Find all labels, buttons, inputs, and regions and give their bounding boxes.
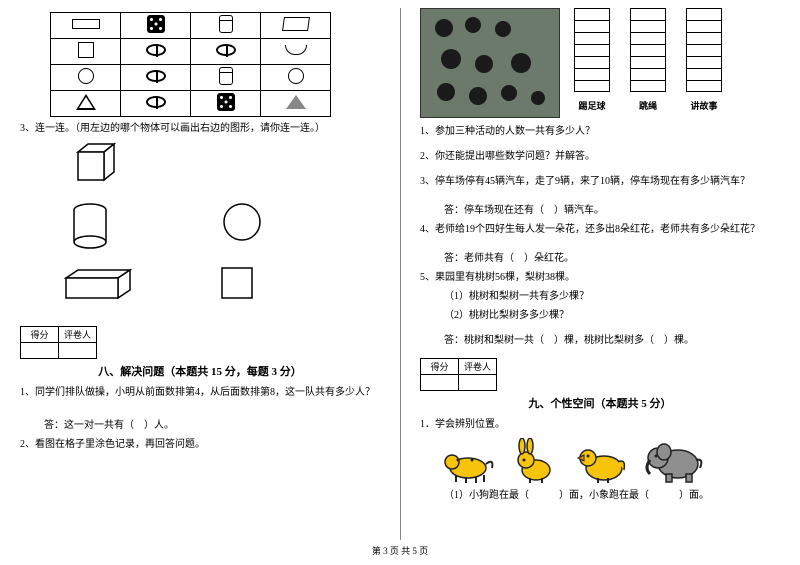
scorebox-9: 得分评卷人 xyxy=(420,358,497,391)
r-q3-ans: 答：停车场现在还有（ ）辆汽车。 xyxy=(444,203,780,218)
tally-table xyxy=(50,12,331,117)
column-divider xyxy=(400,8,401,540)
cube-icon xyxy=(70,140,120,188)
grader-label: 评卷人 xyxy=(459,359,497,375)
grader-label: 评卷人 xyxy=(59,327,97,343)
left-column: 3、连一连。（用左边的哪个物体可以画出右边的图形，请你连一连。） xyxy=(0,0,400,540)
r-q1: 1、参加三种活动的人数一共有多少人？ xyxy=(420,124,780,139)
activity-photo xyxy=(420,8,560,118)
s8-q1-ans: 答：这一对一共有（ ）人。 xyxy=(44,418,380,433)
animal-row xyxy=(440,438,780,484)
r-q4-ans: 答：老师共有（ ）朵红花。 xyxy=(444,251,780,266)
q3-label: 3、连一连。（用左边的哪个物体可以画出右边的图形，请你连一连。） xyxy=(20,121,380,136)
r-q3: 3、停车场停有45辆汽车，走了9辆，来了10辆，停车场现在有多少辆汽车？ xyxy=(420,174,780,189)
bar-label-2: 跳绳 xyxy=(639,99,657,112)
square-icon xyxy=(220,266,256,302)
chick-icon xyxy=(574,440,630,484)
activity-figure: 踢足球 跳绳 讲故事 xyxy=(420,8,780,118)
score-label: 得分 xyxy=(421,359,459,375)
section-9-title: 九、个性空间（本题共 5 分） xyxy=(420,395,780,411)
bar-label-3: 讲故事 xyxy=(690,99,717,112)
page-footer: 第 3 页 共 5 页 xyxy=(0,540,800,557)
right-column: 踢足球 跳绳 讲故事 1、参加三种活动的人数一共有多少人？ 2、你还能提出哪些数… xyxy=(400,0,800,540)
elephant-icon xyxy=(644,438,706,484)
r-q5: 5、果园里有桃树56棵，梨树38棵。 xyxy=(420,270,780,285)
rabbit-icon xyxy=(510,438,560,484)
cuboid-icon xyxy=(60,266,140,306)
s9-q1: 1．学会辨别位置。 xyxy=(420,417,780,432)
r-q4: 4、老师给19个四好生每人发一朵花，还多出8朵红花，老师共有多少朵红花？ xyxy=(420,222,780,237)
r-q2: 2、你还能提出哪些数学问题？并解答。 xyxy=(420,149,780,164)
bar-grid: 踢足球 跳绳 讲故事 xyxy=(574,8,722,112)
s8-q2: 2、看图在格子里涂色记录，再回答问题。 xyxy=(20,437,380,452)
matching-area xyxy=(60,140,380,320)
r-q5-ans: 答：桃树和梨树一共（ ）棵，桃树比梨树多（ ）棵。 xyxy=(444,333,780,348)
cylinder-icon xyxy=(70,202,110,252)
r-q5-1: （1）桃树和梨树一共有多少棵？ xyxy=(444,289,780,304)
score-label: 得分 xyxy=(21,327,59,343)
scorebox-8: 得分评卷人 xyxy=(20,326,97,359)
section-8-header: 得分评卷人 xyxy=(20,320,380,361)
s8-q1: 1、同学们排队做操，小明从前面数排第4，从后面数排第8，这一队共有多少人？ xyxy=(20,385,380,400)
s9-q1-sub: （1）小狗跑在最（ ）面，小象跑在最（ ）面。 xyxy=(444,488,780,503)
dog-icon xyxy=(440,444,496,484)
circle-icon xyxy=(220,200,264,244)
section-8-title: 八、解决问题（本题共 15 分，每题 3 分） xyxy=(20,363,380,379)
section-9-header: 得分评卷人 xyxy=(420,352,780,393)
bar-label-1: 踢足球 xyxy=(578,99,605,112)
r-q5-2: （2）桃树比梨树多多少棵？ xyxy=(444,308,780,323)
